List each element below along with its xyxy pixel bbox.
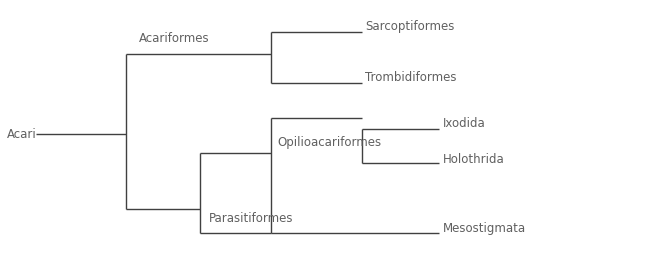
Text: Opilioacariformes: Opilioacariformes (278, 136, 382, 148)
Text: Acari: Acari (6, 128, 36, 140)
Text: Sarcoptiformes: Sarcoptiformes (365, 20, 454, 33)
Text: Holothrida: Holothrida (443, 153, 505, 166)
Text: Mesostigmata: Mesostigmata (443, 222, 526, 235)
Text: Ixodida: Ixodida (443, 117, 485, 130)
Text: Trombidiformes: Trombidiformes (365, 71, 457, 84)
Text: Parasitiformes: Parasitiformes (209, 212, 293, 225)
Text: Acariformes: Acariformes (139, 32, 209, 45)
